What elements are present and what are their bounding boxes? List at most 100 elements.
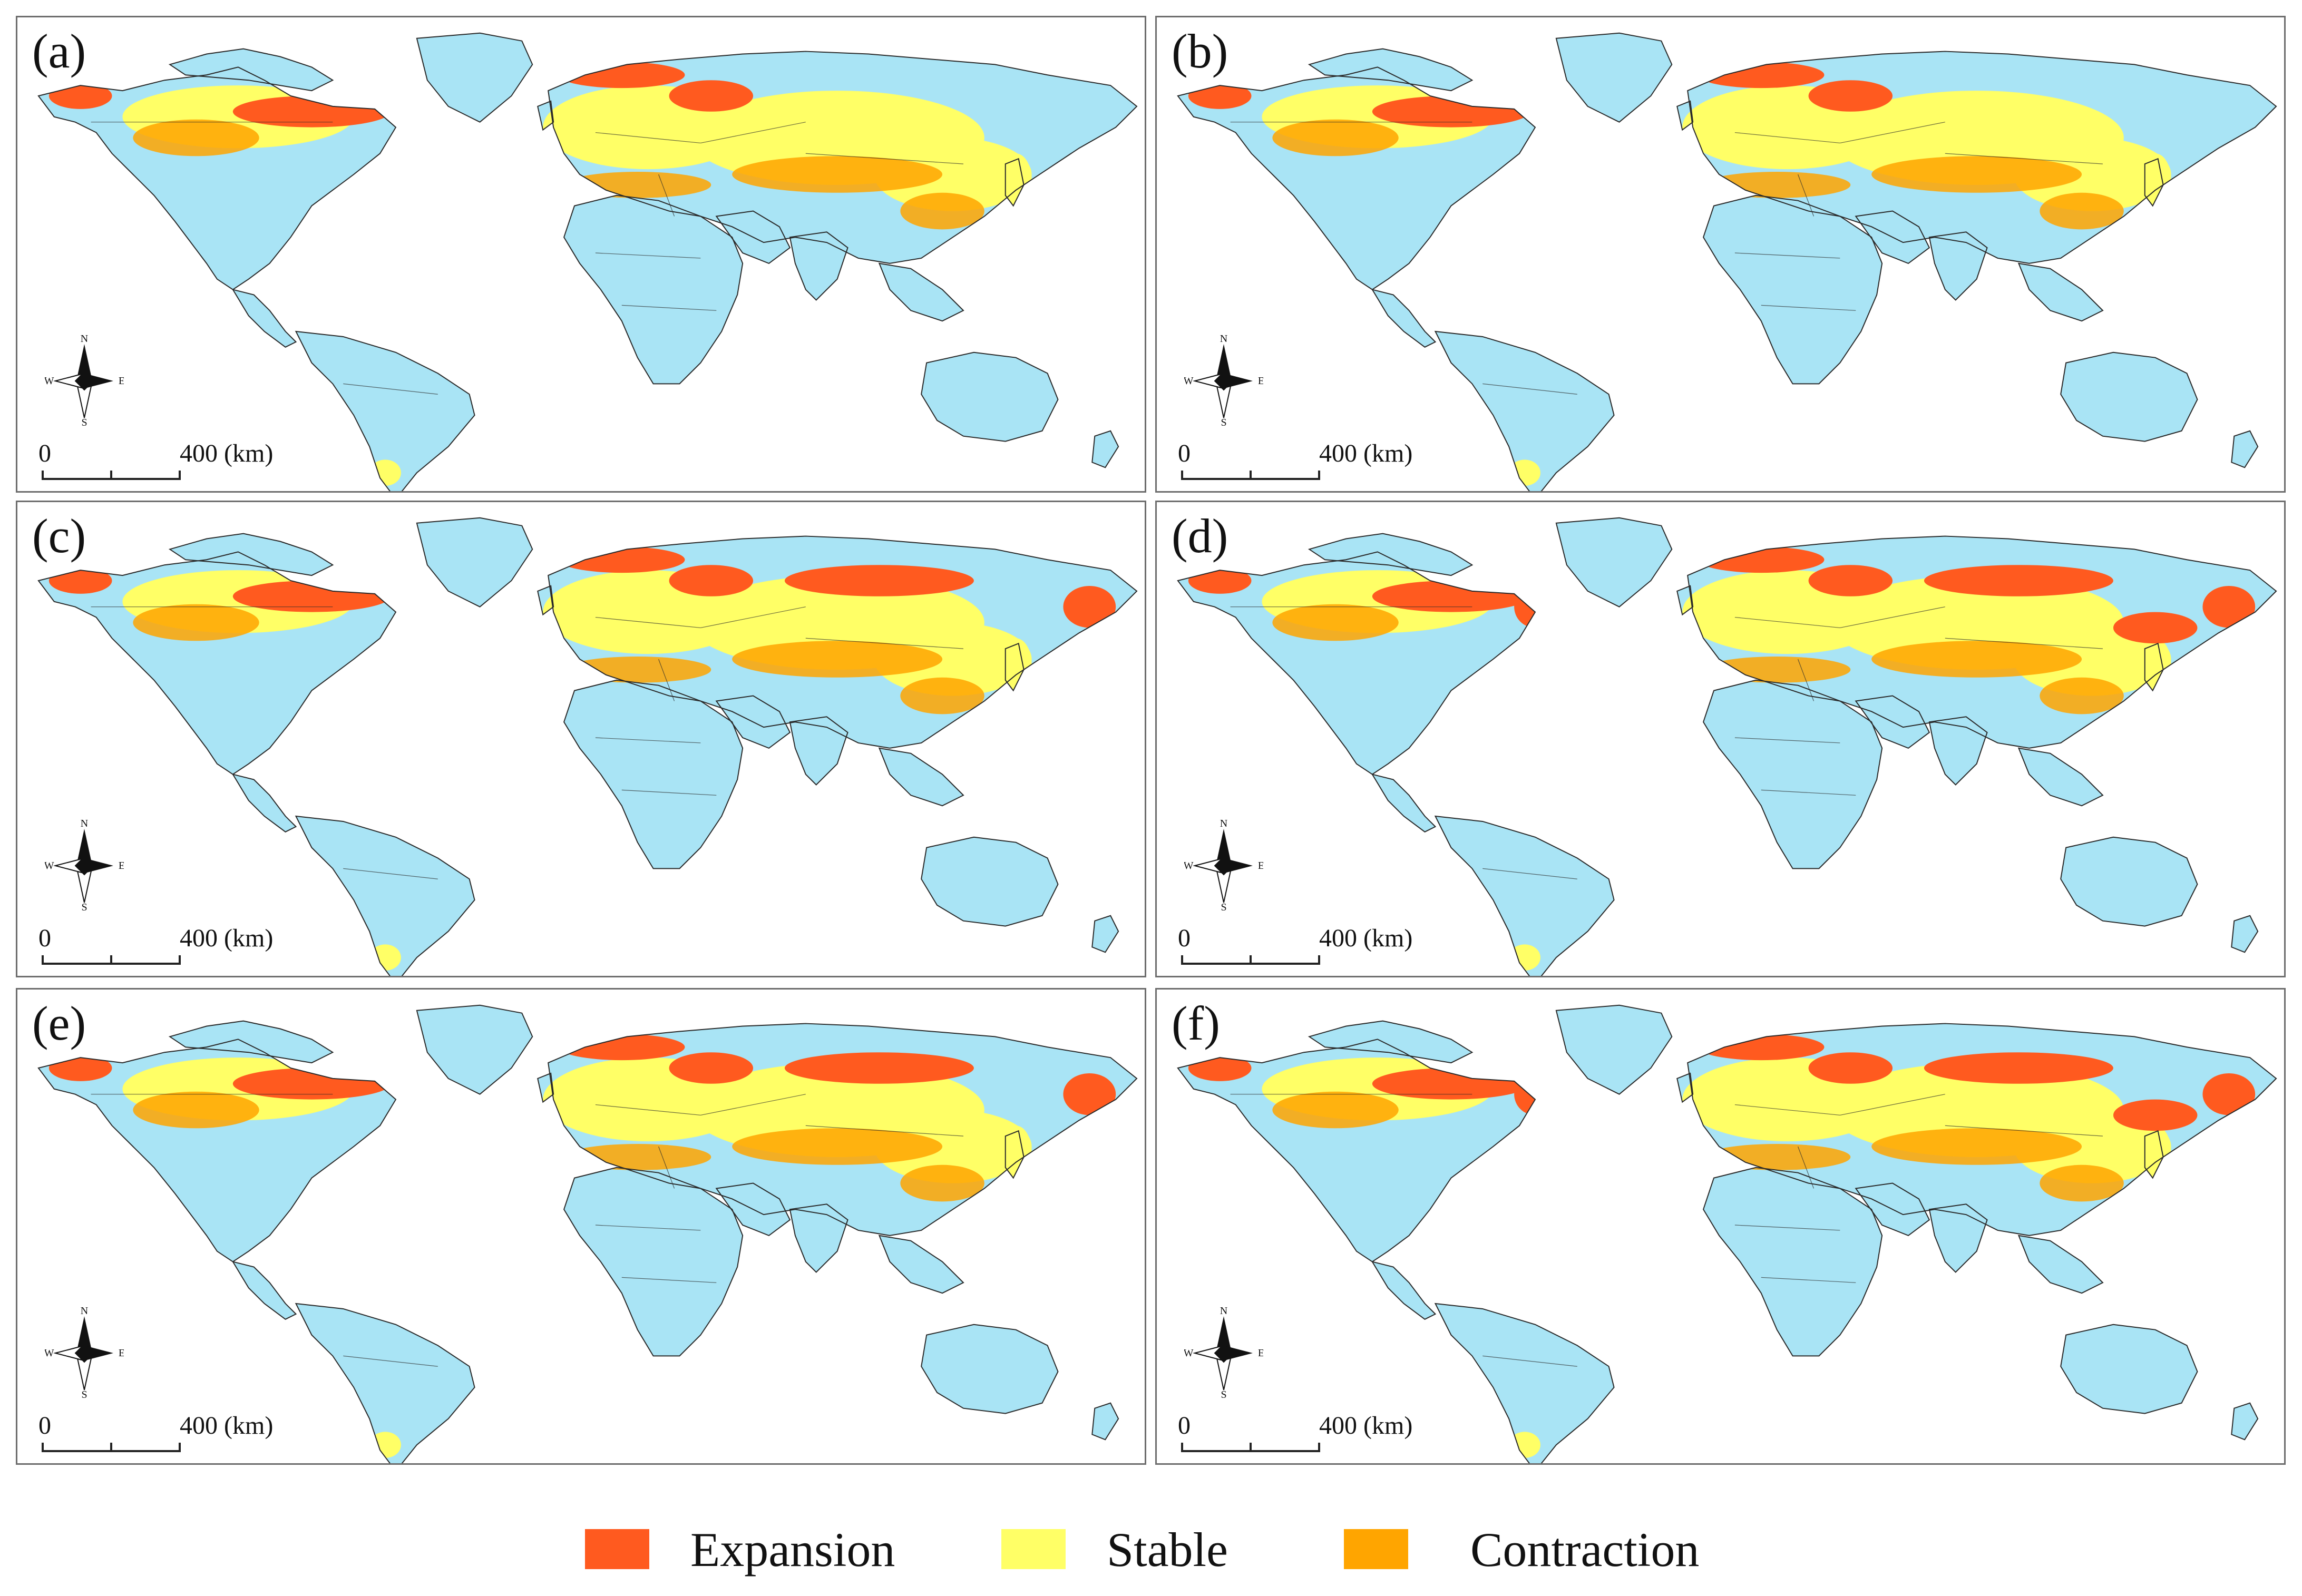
contraction-zone (133, 119, 259, 156)
stable-zone (369, 1432, 401, 1458)
coastline-arctic-canada (1308, 1020, 1474, 1064)
compass-label-s: S (1221, 1389, 1226, 1398)
legend-label-stable: Stable (1107, 1523, 1228, 1577)
coastline-new-zealand (2231, 1402, 2259, 1441)
continent-south-america (296, 1304, 475, 1463)
coastline-new-zealand (1091, 915, 1119, 953)
country-border (1761, 1277, 1856, 1283)
country-border (1798, 659, 1815, 701)
coastline-india (789, 231, 848, 301)
contraction-zone (1272, 604, 1399, 641)
map-panel-f: (f) N S W E 0 400 (km) (1155, 988, 2286, 1465)
country-border (1482, 868, 1577, 879)
coastline-japan (1004, 1130, 1025, 1179)
scale-tick (1181, 955, 1183, 965)
contraction-zone (2040, 1164, 2124, 1202)
continent-new-zealand (2231, 430, 2258, 468)
coastline-india (1928, 231, 1988, 301)
compass-label-n: N (1220, 1306, 1227, 1317)
continent-central-america (1372, 289, 1436, 347)
legend-label-expansion: Expansion (690, 1523, 895, 1577)
country-border (805, 153, 964, 164)
compass-label-e: E (1258, 1347, 1263, 1359)
coastline-southeast-asia (2017, 1235, 2104, 1294)
world-map-b (1177, 32, 2277, 491)
continent-africa (564, 195, 743, 384)
coastline-australia (921, 351, 1059, 442)
coastline-australia (2060, 351, 2198, 442)
scale-tick (1181, 1443, 1183, 1452)
legend-swatch-stable (1001, 1529, 1066, 1569)
legend-label-contraction: Contraction (1470, 1523, 1700, 1577)
scale-zero-label: 0 (38, 1412, 51, 1440)
legend-swatch-expansion (585, 1529, 649, 1569)
contraction-zone (2040, 192, 2124, 230)
scale-tick (110, 471, 112, 480)
continent-south-america (296, 816, 475, 976)
coastline-greenland (416, 32, 533, 123)
coastline-south-america (1434, 1303, 1615, 1463)
continent-southeast-asia (879, 263, 963, 321)
coastline-arabia (1855, 210, 1930, 265)
coastline-australia (921, 1324, 1059, 1414)
coastline-arctic-canada (1308, 533, 1474, 576)
continent-new-zealand (1092, 1403, 1119, 1440)
coastline-africa (1702, 1167, 1883, 1357)
range-layer (48, 62, 1032, 486)
continent-arctic-canada (170, 1021, 333, 1063)
coastline-arabia (1855, 695, 1930, 749)
scale-tick (179, 1443, 181, 1452)
contraction-zone (900, 1164, 984, 1202)
expansion-zone (1063, 585, 1116, 628)
stable-zone (1509, 1432, 1540, 1458)
legend-item-stable: Stable (1001, 1517, 1318, 1577)
scale-end-label: 400 (km) (180, 439, 274, 467)
expansion-zone (2202, 1073, 2256, 1115)
continent-southeast-asia (879, 748, 963, 806)
country-border (1840, 606, 1945, 628)
coastline-north-america (37, 551, 397, 775)
coastline-japan (2144, 1130, 2164, 1179)
panel-label: (a) (32, 24, 86, 78)
coastline-australia (921, 836, 1059, 927)
coastline-arctic-canada (168, 1020, 334, 1064)
compass-east-point (1224, 1346, 1253, 1360)
compass-label-n: N (81, 334, 88, 345)
compass-label-s: S (1221, 417, 1226, 426)
legend-item-expansion: Expansion (585, 1517, 954, 1577)
coastline-arctic-canada (1308, 48, 1474, 92)
coastline-new-zealand (2231, 915, 2259, 953)
compass-north-point (77, 344, 91, 381)
compass-label-n: N (81, 818, 88, 829)
continent-australia (921, 352, 1058, 442)
coastline-africa (563, 194, 744, 385)
scale-zero-label: 0 (1178, 439, 1191, 467)
country-border (1761, 789, 1856, 796)
coastline-south-america (1434, 815, 1615, 976)
country-border (595, 616, 701, 629)
map-panel-e: (e) N S W E 0 400 (km) (16, 988, 1146, 1465)
compass-label-n: N (1220, 818, 1227, 829)
range-layer (1188, 1034, 2256, 1458)
continent-southeast-asia (2018, 1235, 2103, 1294)
compass-label-n: N (1220, 334, 1227, 345)
map-panel-b: (b) N S W E 0 400 (km) (1155, 16, 2286, 493)
expansion-zone (1924, 1052, 2113, 1084)
coastline-uk (1676, 585, 1694, 616)
expansion-zone (1514, 1073, 1556, 1115)
range-layer (48, 1034, 1116, 1458)
coastline-greenland (416, 517, 533, 608)
compass-rose-icon: N S W E (45, 818, 124, 910)
country-border (595, 737, 701, 743)
compass-label-s: S (81, 902, 87, 910)
map-panel-a: (a) N S W E 0 400 (km) (16, 16, 1146, 493)
legend-item-contraction: Contraction (1344, 1517, 1765, 1577)
continent-arctic-canada (1309, 533, 1472, 576)
compass-east-point (84, 374, 113, 388)
country-border (343, 1355, 438, 1367)
scale-tick (110, 955, 112, 965)
coastline-india (789, 716, 848, 786)
compass-label-w: W (45, 860, 54, 872)
continent-central-america (232, 289, 296, 347)
continent-arctic-canada (170, 48, 333, 91)
